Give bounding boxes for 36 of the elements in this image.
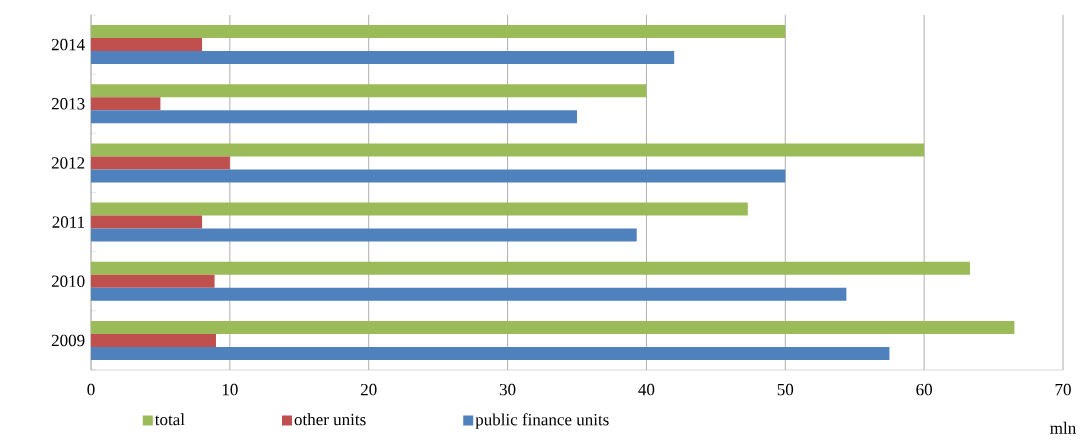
legend-label: total — [154, 413, 185, 426]
bar — [91, 274, 215, 288]
legend-label: other units — [294, 413, 366, 426]
bar — [91, 84, 647, 98]
legend-label: public finance units — [475, 413, 609, 429]
bar — [91, 25, 786, 39]
bar — [91, 287, 847, 301]
x-tick-label: 10 — [222, 383, 238, 396]
bar — [91, 97, 161, 111]
x-tick-label: 20 — [360, 383, 377, 396]
bar — [91, 261, 970, 275]
y-tick-label: 2011 — [52, 216, 85, 228]
bar — [91, 110, 577, 124]
x-tick-label: 70 — [1055, 383, 1071, 396]
bar — [91, 320, 1015, 334]
x-tick-label: 50 — [777, 383, 794, 396]
bar — [91, 346, 890, 360]
x-tick-label: 60 — [916, 383, 933, 396]
bar — [91, 51, 675, 65]
x-axis-title: mln — [1050, 421, 1076, 434]
bar — [91, 169, 786, 183]
x-tick-label: 30 — [499, 383, 516, 396]
bar — [91, 202, 748, 216]
y-tick-label: 2010 — [51, 275, 85, 287]
x-tick-label: 40 — [638, 383, 655, 396]
bar — [91, 215, 203, 229]
y-tick-label: 2014 — [51, 38, 85, 51]
bar — [91, 156, 230, 170]
x-tick-label: 0 — [87, 383, 95, 396]
y-tick-label: 2009 — [51, 334, 85, 347]
bar — [91, 143, 925, 157]
bar — [91, 38, 203, 52]
y-tick-label: 2012 — [51, 157, 85, 169]
bar — [91, 228, 637, 242]
bar — [91, 333, 216, 347]
y-tick-label: 2013 — [51, 98, 85, 110]
